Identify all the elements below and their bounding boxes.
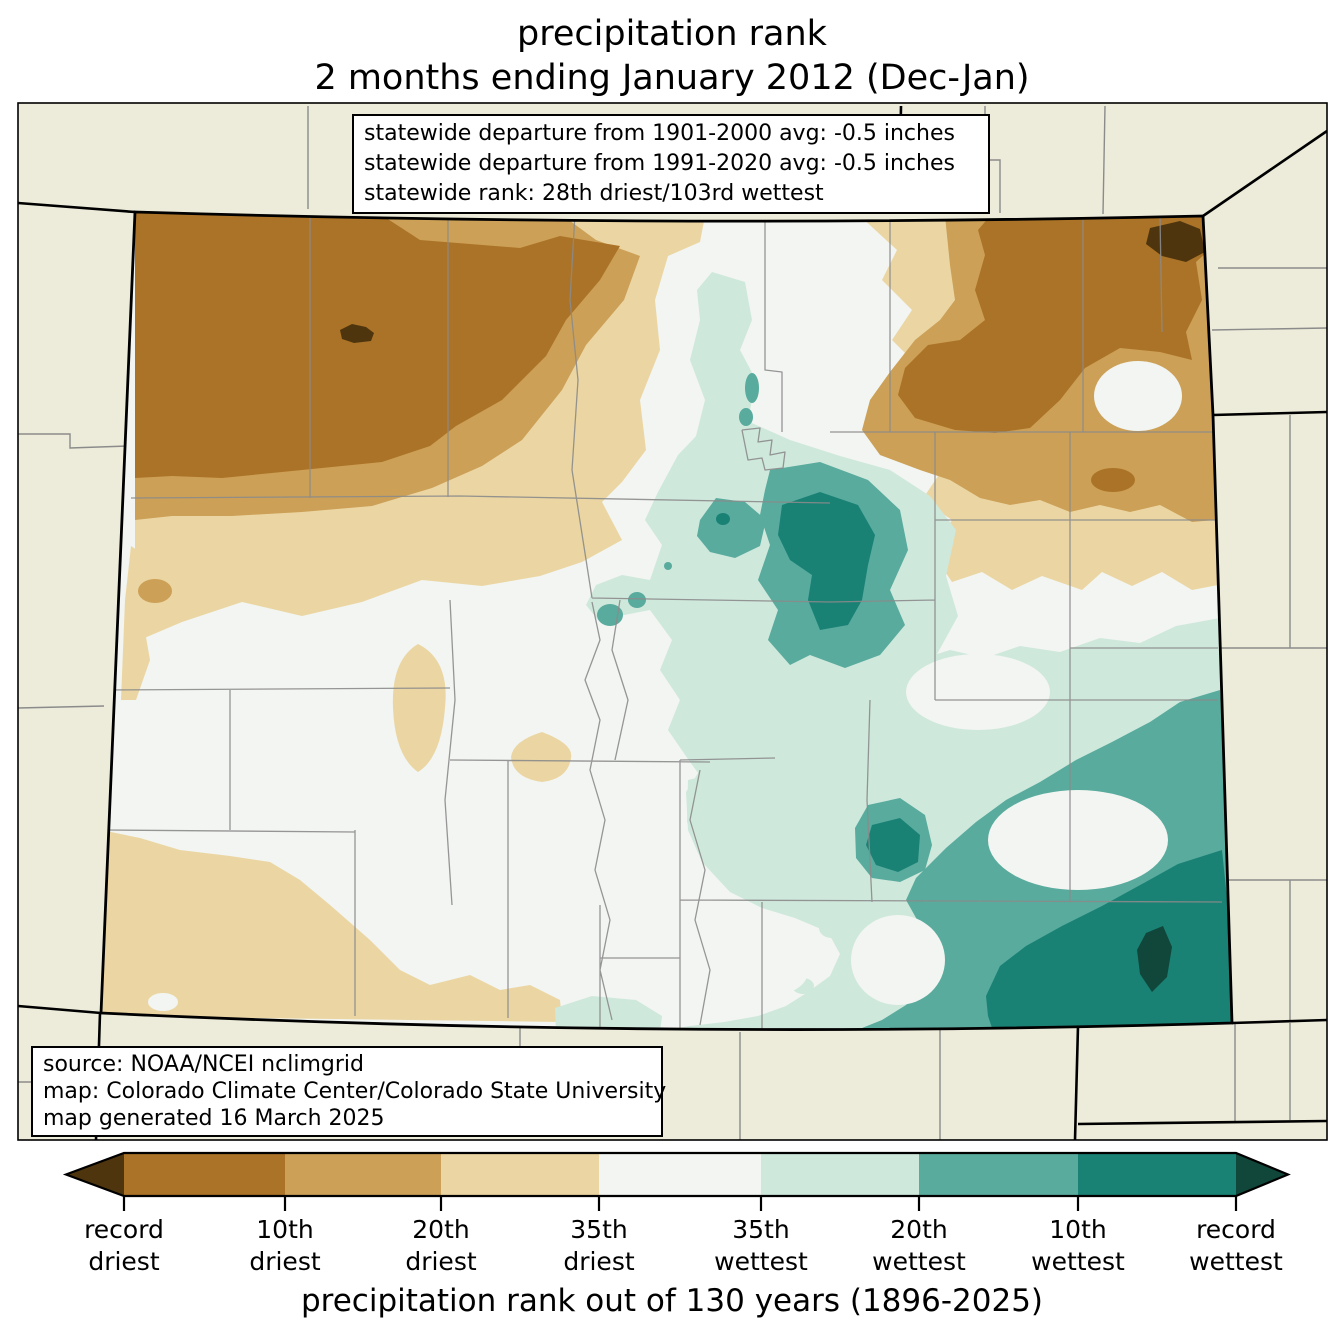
- se-white-hole-3: [906, 654, 1050, 730]
- cb-label-35th-driest: 35th driest: [563, 1215, 635, 1276]
- contour-west-tan-dot: [138, 579, 172, 603]
- contour-nw-brown: [135, 213, 620, 478]
- mid-dot-tiny: [664, 562, 672, 570]
- cb-label-record-wettest: record wettest: [1189, 1215, 1283, 1276]
- source-box: source: NOAA/NCEI nclimgrid map: Colorad…: [31, 1046, 667, 1137]
- title-line-2: 2 months ending January 2012 (Dec-Jan): [314, 58, 1030, 98]
- county-lines: [101, 213, 1223, 1030]
- stats-box: statewide departure from 1901-2000 avg: …: [352, 114, 990, 214]
- colorbar-seg-35th-driest: [441, 1153, 599, 1196]
- colorbar-seg-35th-wettest: [761, 1153, 919, 1196]
- cb-label-10th-driest: 10th driest: [249, 1215, 321, 1276]
- stats-line-3: statewide rank: 28th driest/103rd wettes…: [364, 181, 824, 206]
- mid-dot-n2: [739, 408, 753, 426]
- colorbar-arrow-record-driest: [66, 1153, 124, 1196]
- se-white-hole-2: [851, 915, 945, 1005]
- source-line-2: map: Colorado Climate Center/Colorado St…: [43, 1079, 667, 1104]
- contour-se-core-dark: [866, 818, 920, 872]
- stats-line-2: statewide departure from 1991-2020 avg: …: [364, 151, 955, 176]
- contour-mid-pale-2: [511, 732, 572, 782]
- mid-dot-n1: [745, 373, 759, 403]
- colorbar-seg-10th-driest: [124, 1153, 285, 1196]
- cb-label-20th-wettest: 20th wettest: [872, 1215, 966, 1276]
- contour-sw-pale: [101, 830, 562, 1022]
- contour-mid-teal-a: [697, 498, 766, 558]
- colorbar-caption: precipitation rank out of 130 years (189…: [300, 1283, 1044, 1319]
- colorbar-seg-20th-driest: [285, 1153, 441, 1196]
- contour-ne-brown: [898, 216, 1209, 433]
- colorbar-arrow-record-wettest: [1236, 1153, 1288, 1196]
- map-frame: [17, 102, 1328, 1141]
- cb-label-record-driest: record driest: [84, 1215, 164, 1276]
- contour-bottom-light-strip: [555, 996, 662, 1030]
- contour-se-record-wettest: [1137, 926, 1172, 992]
- colorbar-seg-20th-wettest: [919, 1153, 1078, 1196]
- title-line-1: precipitation rank: [517, 14, 827, 54]
- stats-line-1: statewide departure from 1901-2000 avg: …: [364, 121, 955, 146]
- source-line-1: source: NOAA/NCEI nclimgrid: [43, 1052, 364, 1077]
- se-white-hole-1: [988, 790, 1168, 890]
- colorbar-seg-middle: [599, 1153, 761, 1196]
- colorbar-seg-10th-wettest: [1078, 1153, 1236, 1196]
- cb-label-20th-driest: 20th driest: [405, 1215, 477, 1276]
- cb-label-35th-wettest: 35th wettest: [714, 1215, 808, 1276]
- neighbor-county-lines: [17, 105, 1328, 1140]
- contour-ne-secondary-brown: [1091, 468, 1135, 492]
- mid-dot-b2: [628, 592, 646, 608]
- contour-mid-pale-1: [392, 644, 446, 772]
- colorado-contours: [101, 212, 1232, 1030]
- figure-title: precipitation rank 2 months ending Janua…: [0, 12, 1344, 100]
- colorado-state-border: [99, 210, 1234, 1031]
- contour-nw-record-driest: [340, 324, 374, 343]
- se-white-hole-4: [712, 946, 808, 998]
- dark-dot-a: [716, 513, 730, 525]
- contour-center-dark-teal: [778, 492, 875, 630]
- contour-se-dark-teal: [986, 850, 1232, 1028]
- contour-sw-white-notch: [148, 993, 178, 1011]
- colorbar: [62, 1151, 1291, 1211]
- colorbar-ticks: [122, 1196, 1238, 1211]
- source-line-3: map generated 16 March 2025: [43, 1106, 385, 1131]
- contour-ne-white-hole: [1094, 361, 1182, 431]
- cb-label-10th-wettest: 10th wettest: [1031, 1215, 1125, 1276]
